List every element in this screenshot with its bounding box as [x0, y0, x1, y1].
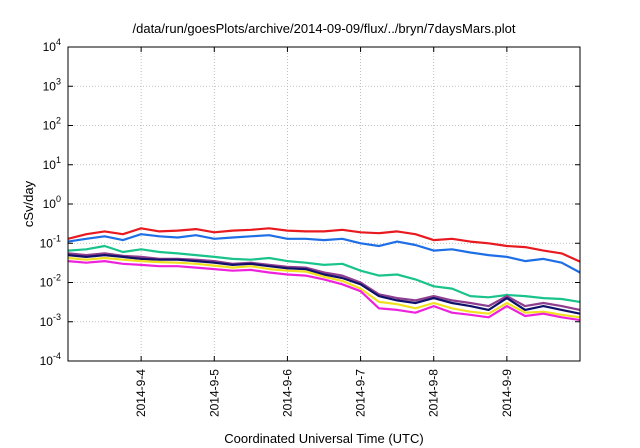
- chart-title: /data/run/goesPlots/archive/2014-09-09/f…: [133, 21, 516, 36]
- y-tick-label: 10-2: [40, 273, 61, 290]
- y-tick-label: 10-1: [40, 233, 61, 250]
- series-line: [67, 252, 581, 311]
- y-tick-label: 104: [43, 37, 61, 54]
- series-line: [67, 233, 581, 274]
- x-tick-label: 2014-9-5: [207, 369, 221, 417]
- x-axis-label: Coordinated Universal Time (UTC): [224, 431, 423, 446]
- x-tick-label: 2014-9-6: [280, 369, 294, 417]
- series-line: [67, 254, 581, 315]
- y-tick-label: 10-3: [40, 312, 61, 329]
- y-axis: 10-4 10-3 10-2 10-1 100 101 102 103 104: [40, 37, 580, 368]
- y-tick-label: 101: [43, 155, 61, 172]
- x-tick-label: 2014-9-8: [427, 369, 441, 417]
- x-tick-label: 2014-9-9: [500, 369, 514, 417]
- series-line: [67, 260, 581, 322]
- x-tick-label: 2014-9-4: [134, 369, 148, 417]
- series-line: [67, 244, 581, 303]
- y-tick-label: 102: [43, 116, 61, 133]
- y-tick-label: 103: [43, 76, 61, 93]
- y-tick-label: 10-4: [40, 351, 61, 368]
- series-line: [67, 227, 581, 263]
- x-axis: 2014-9-4 2014-9-5 2014-9-6 2014-9-7 2014-9-8…: [134, 47, 514, 417]
- grid: [68, 47, 580, 361]
- y-tick-label: 100: [43, 194, 61, 211]
- x-tick-label: 2014-9-7: [354, 369, 368, 417]
- series-line: [67, 256, 581, 319]
- y-axis-label: cSv/day: [21, 180, 36, 227]
- series-lines: [67, 227, 581, 322]
